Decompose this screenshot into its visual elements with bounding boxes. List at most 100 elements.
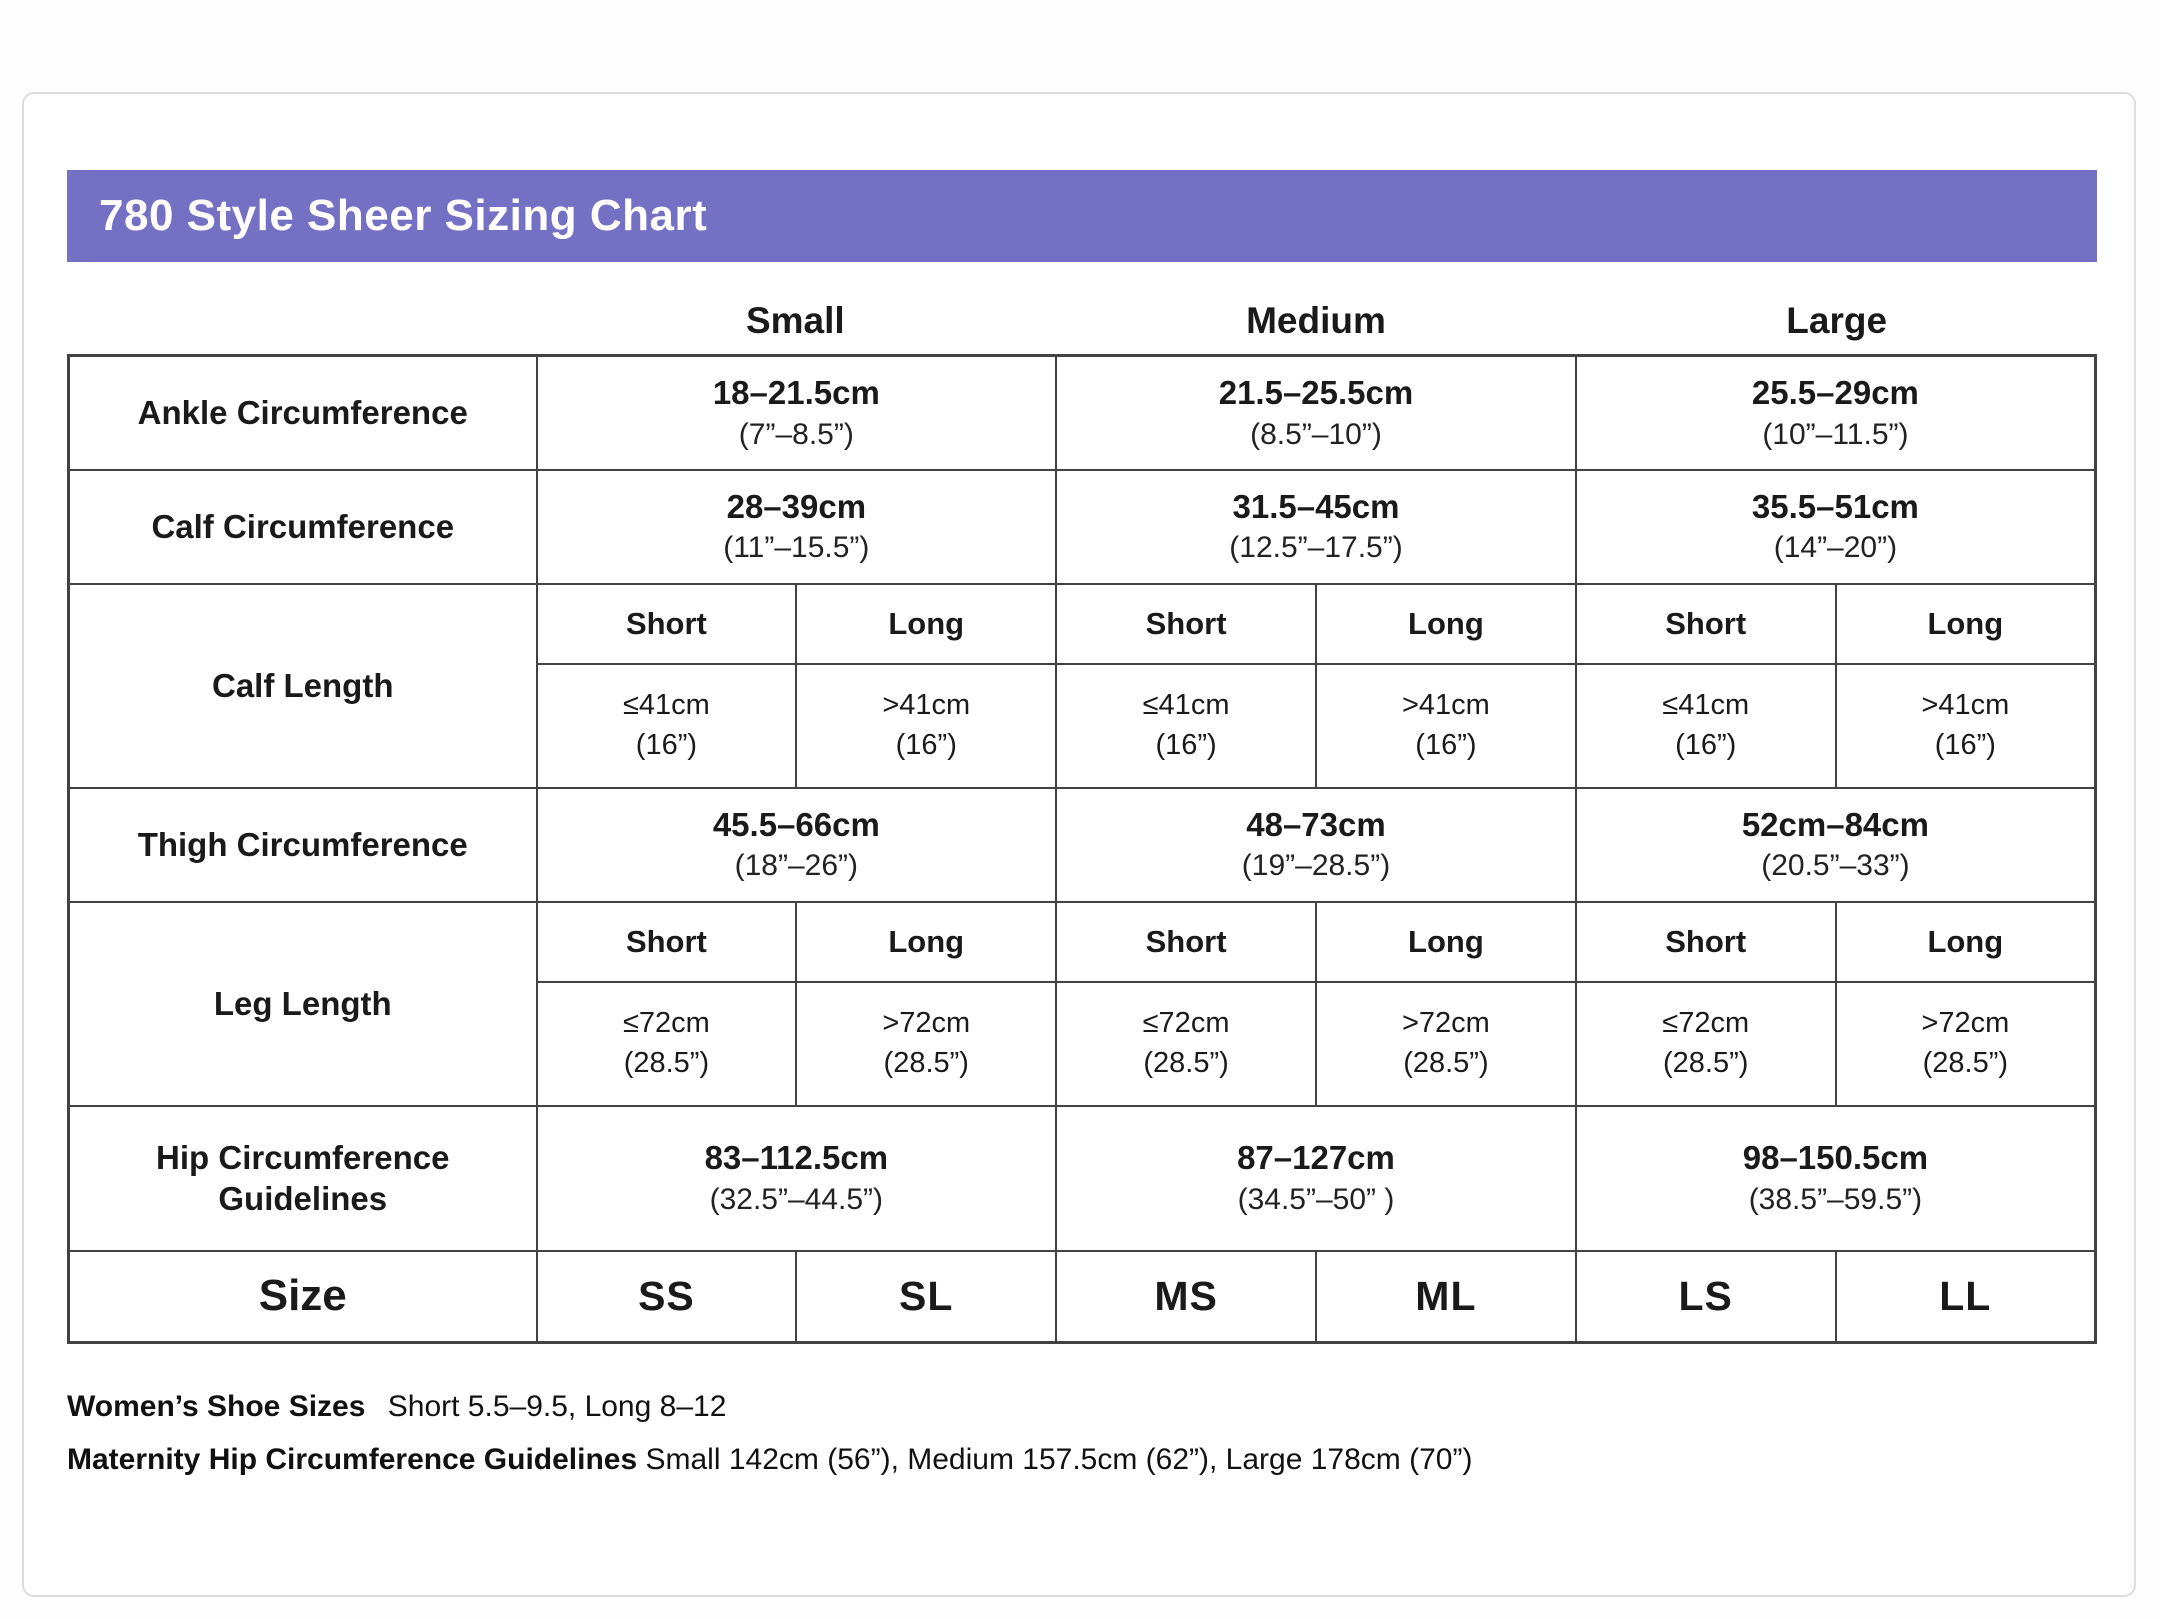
hip-medium-cm: 87–127cm xyxy=(1237,1139,1395,1177)
thigh-small-cm: 45.5–66cm xyxy=(712,805,880,843)
calf-length-value-in: (16”) xyxy=(1155,728,1217,761)
thigh-small-cell: 45.5–66cm (18”–26”) xyxy=(535,786,1058,903)
leg-length-large-short-header: Short xyxy=(1574,900,1837,983)
leg-length-value-in: (28.5”) xyxy=(1663,1046,1749,1079)
calf-length-small-long-header: Long xyxy=(795,582,1058,665)
calf-circ-medium-cm: 31.5–45cm xyxy=(1232,487,1400,525)
row-label-leg-length: Leg Length xyxy=(67,900,538,1107)
leg-length-value-in: (28.5”) xyxy=(1403,1046,1489,1079)
leg-length-value-in: (28.5”) xyxy=(1143,1046,1229,1079)
column-header-small: Small xyxy=(745,300,845,341)
thigh-medium-cell: 48–73cm (19”–28.5”) xyxy=(1055,786,1577,903)
row-label-size: Size xyxy=(67,1249,538,1344)
calf-length-value-in: (16”) xyxy=(635,728,698,761)
calf-length-value: >41cm xyxy=(882,689,971,722)
calf-length-value: >41cm xyxy=(1921,689,2010,722)
size-cell-sl: SL xyxy=(795,1249,1058,1344)
calf-length-value: ≤41cm xyxy=(622,689,710,722)
table-row-hip: Hip Circumference Guidelines 83–112.5cm … xyxy=(67,1104,2097,1252)
column-header-medium: Medium xyxy=(1246,300,1386,341)
calf-length-value-in: (16”) xyxy=(895,728,957,761)
table-row-size: Size SS SL MS ML LS LL xyxy=(67,1249,2097,1344)
size-cell-ms: MS xyxy=(1055,1249,1317,1344)
footnotes: Women’s Shoe Sizes Short 5.5–9.5, Long 8… xyxy=(67,1384,2097,1489)
size-column-headers: Small Medium Large xyxy=(67,292,2097,350)
leg-length-value: >72cm xyxy=(1921,1007,2010,1040)
leg-length-large-long-header: Long xyxy=(1834,900,2097,983)
thigh-large-cm: 52cm–84cm xyxy=(1741,805,1929,843)
hip-large-in: (38.5”–59.5”) xyxy=(1748,1182,1923,1216)
thigh-medium-cm: 48–73cm xyxy=(1246,805,1386,843)
sizing-table: Ankle Circumference 18–21.5cm (7”–8.5”) … xyxy=(67,354,2097,1344)
column-header-large: Large xyxy=(1786,300,1888,341)
leg-length-medium-short-cell: ≤72cm (28.5”) xyxy=(1055,980,1317,1107)
table-row-calf-length-headers: Calf Length Short Long Short Long Short … xyxy=(67,582,2097,789)
table-row-calf-length-values: ≤41cm (16”) >41cm (16”) ≤41cm (16”) >41c… xyxy=(69,662,2097,789)
thigh-small-in: (18”–26”) xyxy=(734,849,859,883)
footnote-maternity-text: Small 142cm (56”), Medium 157.5cm (62”),… xyxy=(645,1442,1473,1476)
ankle-medium-cell: 21.5–25.5cm (8.5”–10”) xyxy=(1055,354,1577,471)
hip-medium-cell: 87–127cm (34.5”–50” ) xyxy=(1055,1104,1577,1252)
hip-small-cm: 83–112.5cm xyxy=(704,1139,889,1177)
thigh-medium-in: (19”–28.5”) xyxy=(1241,849,1391,883)
ankle-medium-in: (8.5”–10”) xyxy=(1250,417,1382,451)
calf-length-small-short-cell: ≤41cm (16”) xyxy=(535,662,798,789)
footnote-shoe-sizes: Women’s Shoe Sizes Short 5.5–9.5, Long 8… xyxy=(67,1384,2097,1431)
ankle-medium-cm: 21.5–25.5cm xyxy=(1218,373,1414,411)
hip-medium-in: (34.5”–50” ) xyxy=(1237,1182,1395,1216)
leg-length-large-short-cell: ≤72cm (28.5”) xyxy=(1574,980,1837,1107)
size-cell-ml: ML xyxy=(1314,1249,1577,1344)
leg-length-medium-short-header: Short xyxy=(1055,900,1317,983)
chart-card: 780 Style Sheer Sizing Chart Small Mediu… xyxy=(22,92,2136,1597)
calf-circ-large-in: (14”–20”) xyxy=(1773,531,1898,565)
table-row-leg-length-values: ≤72cm (28.5”) >72cm (28.5”) ≤72cm (28.5”… xyxy=(69,980,2097,1107)
footnote-shoe-sizes-text: Short 5.5–9.5, Long 8–12 xyxy=(387,1390,727,1423)
ankle-large-cm: 25.5–29cm xyxy=(1751,373,1919,411)
leg-length-small-long-cell: >72cm (28.5”) xyxy=(795,980,1058,1107)
ankle-large-in: (10”–11.5”) xyxy=(1762,417,1909,451)
calf-length-value: ≤41cm xyxy=(1662,689,1750,722)
footnote-maternity-label: Maternity Hip Circumference Guidelines xyxy=(67,1442,638,1476)
calf-length-value-in: (16”) xyxy=(1675,728,1737,761)
calf-length-value-in: (16”) xyxy=(1934,728,1996,761)
leg-length-value: >72cm xyxy=(882,1007,971,1040)
leg-length-value-in: (28.5”) xyxy=(883,1046,969,1079)
calf-length-medium-long-header: Long xyxy=(1314,582,1577,665)
calf-length-medium-short-header: Short xyxy=(1055,582,1317,665)
leg-length-value-in: (28.5”) xyxy=(1922,1046,2009,1079)
size-cell-ls: LS xyxy=(1574,1249,1837,1344)
calf-circ-large-cm: 35.5–51cm xyxy=(1751,487,1919,525)
hip-large-cell: 98–150.5cm (38.5”–59.5”) xyxy=(1574,1104,2097,1252)
calf-length-large-short-header: Short xyxy=(1574,582,1837,665)
calf-length-medium-short-cell: ≤41cm (16”) xyxy=(1055,662,1317,789)
ankle-small-cell: 18–21.5cm (7”–8.5”) xyxy=(535,354,1058,471)
leg-length-small-long-header: Long xyxy=(795,900,1058,983)
row-label-calf-circumference: Calf Circumference xyxy=(67,468,538,585)
calf-length-small-short-header: Short xyxy=(535,582,798,665)
table-row-ankle: Ankle Circumference 18–21.5cm (7”–8.5”) … xyxy=(67,354,2097,471)
leg-length-large-long-cell: >72cm (28.5”) xyxy=(1834,980,2097,1107)
calf-circ-large-cell: 35.5–51cm (14”–20”) xyxy=(1574,468,2097,585)
leg-length-value: ≤72cm xyxy=(622,1007,710,1040)
table-row-calf-circumference: Calf Circumference 28–39cm (11”–15.5”) 3… xyxy=(67,468,2097,585)
ankle-large-cell: 25.5–29cm (10”–11.5”) xyxy=(1574,354,2097,471)
hip-large-cm: 98–150.5cm xyxy=(1742,1139,1929,1177)
thigh-large-in: (20.5”–33”) xyxy=(1761,849,1910,883)
hip-small-cell: 83–112.5cm (32.5”–44.5”) xyxy=(535,1104,1058,1252)
footnote-shoe-sizes-label: Women’s Shoe Sizes xyxy=(67,1390,366,1423)
hip-small-in: (32.5”–44.5”) xyxy=(709,1182,884,1216)
chart-title-bar: 780 Style Sheer Sizing Chart xyxy=(67,170,2097,262)
calf-length-value-in: (16”) xyxy=(1415,728,1477,761)
ankle-small-cm: 18–21.5cm xyxy=(712,373,880,411)
ankle-small-in: (7”–8.5”) xyxy=(738,417,854,451)
leg-length-value: ≤72cm xyxy=(1142,1007,1230,1040)
calf-circ-small-cm: 28–39cm xyxy=(726,487,867,525)
thigh-large-cell: 52cm–84cm (20.5”–33”) xyxy=(1574,786,2097,903)
leg-length-small-short-cell: ≤72cm (28.5”) xyxy=(535,980,798,1107)
size-cell-ss: SS xyxy=(535,1249,798,1344)
calf-length-small-long-cell: >41cm (16”) xyxy=(795,662,1058,789)
table-row-leg-length-headers: Leg Length Short Long Short Long Short L… xyxy=(67,900,2097,1107)
calf-length-large-long-header: Long xyxy=(1834,582,2097,665)
calf-length-medium-long-cell: >41cm (16”) xyxy=(1314,662,1577,789)
calf-length-value: ≤41cm xyxy=(1142,689,1230,722)
